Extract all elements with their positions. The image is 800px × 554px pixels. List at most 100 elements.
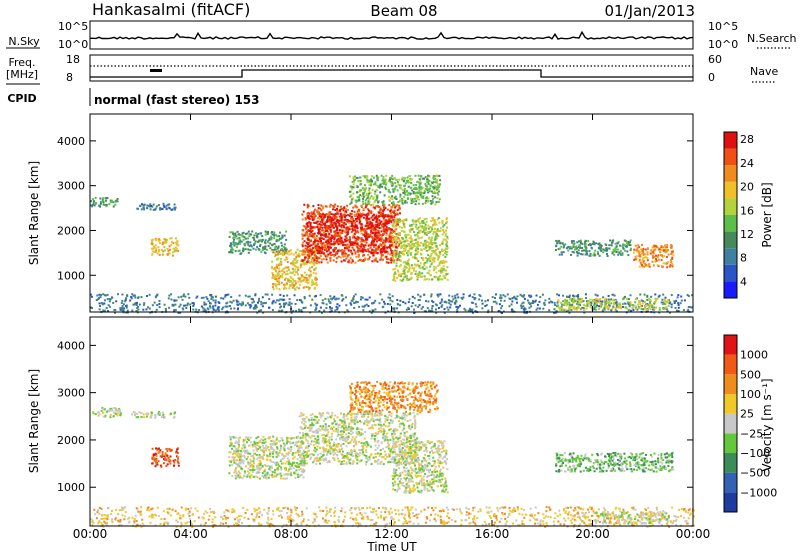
power-echo-cell <box>100 200 103 203</box>
power-echo-cell <box>386 220 389 223</box>
power-echo-cell <box>389 179 391 182</box>
power-echo-cell <box>346 243 349 246</box>
power-echo-cell <box>356 215 359 218</box>
power-echo-cell <box>535 308 538 311</box>
velocity-echo-cell <box>286 477 288 480</box>
power-echo-cell <box>417 220 420 223</box>
power-echo-cell <box>277 253 280 256</box>
power-echo-cell <box>375 240 378 243</box>
power-echo-cell <box>399 273 402 276</box>
power-echo-cell <box>299 259 302 262</box>
velocity-echo-cell <box>173 412 176 415</box>
power-echo-cell <box>586 302 589 305</box>
power-echo-cell <box>234 241 237 244</box>
power-echo-cell <box>607 298 610 301</box>
power-echo-cell <box>394 241 397 244</box>
power-echo-cell <box>101 303 104 306</box>
power-echo-cell <box>426 307 429 310</box>
power-echo-cell <box>434 203 437 206</box>
power-echo-cell <box>641 302 644 305</box>
power-echo-cell <box>394 185 397 188</box>
power-echo-cell <box>286 270 289 273</box>
power-echo-cell <box>283 253 286 256</box>
power-echo-cell <box>379 215 382 218</box>
power-echo-cell <box>332 249 335 252</box>
power-echo-cell <box>386 246 389 249</box>
power-echo-cell <box>90 295 93 298</box>
power-echo-cell <box>392 177 395 180</box>
power-echo-cell <box>341 241 344 244</box>
power-echo-cell <box>309 251 312 254</box>
power-echo-cell <box>402 261 405 264</box>
power-echo-cell <box>487 299 489 302</box>
power-echo-cell <box>280 241 283 244</box>
power-echo-cell <box>366 193 368 196</box>
power-echo-cell <box>397 270 400 273</box>
power-echo-cell <box>431 299 433 302</box>
power-echo-cell <box>337 238 339 241</box>
power-echo-cell <box>418 178 421 181</box>
power-echo-cell <box>406 261 409 264</box>
power-echo-cell <box>610 302 613 305</box>
power-echo-cell <box>324 230 327 233</box>
power-echo-cell <box>436 192 439 194</box>
power-echo-cell <box>187 293 190 296</box>
power-echo-cell <box>307 215 310 217</box>
power-echo-cell <box>165 207 168 210</box>
power-echo-cell <box>328 300 331 303</box>
power-echo-cell <box>291 267 294 270</box>
power-echo-cell <box>365 236 368 239</box>
power-echo-cell <box>481 299 483 302</box>
power-echo-cell <box>308 294 311 297</box>
power-echo-cell <box>401 188 404 191</box>
power-echo-cell <box>377 201 379 204</box>
power-echo-cell <box>657 254 660 257</box>
power-echo-cell <box>381 179 384 182</box>
power-echo-cell <box>212 299 215 302</box>
power-colorbar-frame <box>723 131 738 299</box>
power-echo-cell <box>414 257 417 260</box>
power-echo-cell <box>273 233 276 236</box>
power-echo-cell <box>278 280 281 283</box>
power-echo-cell <box>418 237 421 240</box>
power-echo-cell <box>661 298 664 301</box>
power-echo-cell <box>437 193 440 196</box>
power-echo-cell <box>371 175 373 178</box>
power-echo-cell <box>416 197 419 200</box>
power-echo-cell <box>254 248 257 251</box>
power-echo-cell <box>436 218 439 221</box>
velocity-echo-cell <box>174 411 177 414</box>
power-echo-cell <box>398 243 401 246</box>
power-echo-cell <box>335 260 338 263</box>
power-echo-cell <box>373 245 376 248</box>
power-echo-cell <box>90 204 93 207</box>
power-echo-cell <box>618 306 620 309</box>
power-echo-cell <box>394 181 397 184</box>
power-echo-cell <box>303 253 306 256</box>
power-echo-cell <box>572 251 575 254</box>
power-echo-cell <box>360 215 363 218</box>
power-echo-cell <box>182 308 185 311</box>
power-echo-cell <box>307 229 310 232</box>
power-echo-cell <box>281 251 284 254</box>
power-echo-cell <box>588 302 591 305</box>
power-echo-cell <box>340 239 343 242</box>
velocity-echo-cell <box>154 465 157 468</box>
power-echo-cell <box>91 198 94 201</box>
velocity-echo-cell <box>269 465 272 468</box>
power-echo-cell <box>569 247 571 250</box>
power-echo-cell <box>432 197 435 200</box>
power-echo-cell <box>403 250 405 253</box>
power-echo-cell <box>653 302 656 305</box>
power-echo-cell <box>378 302 381 305</box>
power-echo-cell <box>368 198 371 201</box>
power-echo-cell <box>593 304 596 307</box>
power-echo-cell <box>607 295 610 297</box>
power-echo-cell <box>392 238 395 241</box>
power-echo-cell <box>577 298 580 301</box>
power-echo-cell <box>161 243 164 246</box>
power-echo-cell <box>379 234 382 236</box>
power-echo-cell <box>532 299 534 302</box>
power-echo-cell <box>380 247 383 250</box>
